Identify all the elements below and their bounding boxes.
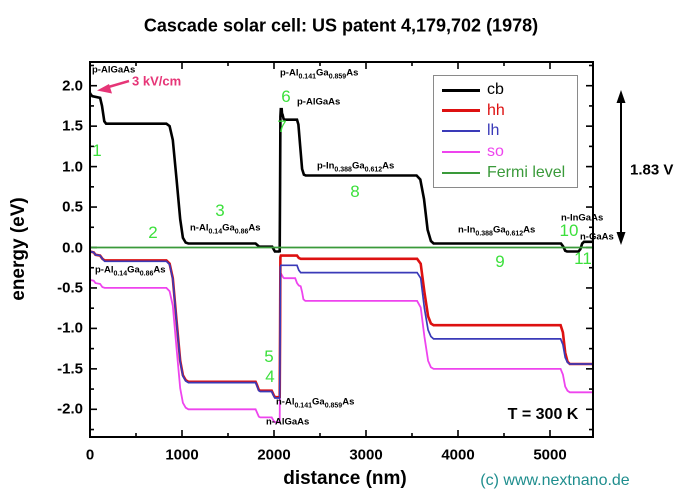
legend-item-lh: lh: [434, 121, 577, 141]
copyright-watermark: (c) www.nextnano.de: [480, 472, 630, 489]
region-number-1: 1: [92, 141, 102, 160]
region-number-8: 8: [350, 182, 360, 201]
legend-line-lh: [442, 130, 480, 133]
region-number-7: 7: [277, 117, 287, 136]
axis-ticks: [89, 62, 593, 437]
legend-item-so: so: [434, 142, 577, 162]
y-tick-label: 2.0: [62, 77, 83, 95]
region-number-10: 10: [559, 221, 579, 240]
y-tick-label: 1.0: [62, 158, 83, 176]
region-number-9: 9: [495, 252, 505, 271]
y-tick-label: -2.0: [57, 400, 83, 418]
x-tick-label: 5000: [533, 446, 567, 464]
legend-item-hh: hh: [434, 101, 577, 121]
legend-item-cb: cb: [434, 80, 577, 100]
legend-label-fermi: Fermi level: [487, 163, 566, 181]
material-label: p-Al0.141Ga0.859As: [280, 67, 359, 81]
material-label: n-InGaAs: [561, 212, 604, 224]
region-number-3: 3: [215, 201, 225, 220]
material-label: n-AlGaAs: [266, 416, 310, 428]
y-tick-label: 0.0: [62, 239, 83, 256]
x-tick-label: 1000: [165, 446, 199, 464]
material-label: n-Al0.141Ga0.859As: [276, 396, 355, 410]
x-tick-label: 0: [85, 446, 95, 464]
material-label: n-In0.388Ga0.612As: [458, 224, 536, 238]
material-label: p-In0.388Ga0.612As: [317, 160, 395, 174]
legend-line-fermi: [442, 171, 480, 174]
y-tick-label: 0.5: [62, 198, 83, 216]
temperature-label: T = 300 K: [507, 406, 579, 423]
x-axis-label: distance (nm): [283, 468, 407, 489]
series-lh: [90, 250, 593, 400]
band-curves: [90, 92, 593, 424]
x-tick-label: 4000: [441, 446, 475, 464]
y-tick-label: -0.5: [57, 279, 83, 297]
material-label: p-AlGaAs: [297, 96, 341, 108]
y-tick-label: -1.5: [57, 360, 83, 378]
electric-field-label: 3 kV/cm: [132, 73, 182, 89]
series-cb: [90, 92, 593, 253]
legend-item-fermi: Fermi level: [434, 163, 577, 183]
voltage-arrow: [616, 90, 626, 245]
legend-line-cb: [442, 88, 480, 92]
material-label: p-AlGaAs: [92, 64, 136, 76]
voltage-label: 1.83 V: [630, 161, 674, 179]
region-number-6: 6: [281, 87, 291, 106]
material-label: n-GaAs: [580, 231, 614, 243]
legend-line-hh: [442, 109, 480, 113]
material-label: n-Al0.14Ga0.86As: [190, 222, 261, 236]
material-label: p-Al0.14Ga0.86As: [95, 264, 166, 278]
x-tick-label: 2000: [257, 446, 291, 464]
field-arrow: [97, 79, 130, 94]
x-tick-label: 3000: [349, 446, 383, 464]
legend-line-so: [442, 151, 480, 154]
chart-title: Cascade solar cell: US patent 4,179,702 …: [143, 15, 539, 36]
legend-label-lh: lh: [487, 122, 500, 140]
plot-frame: [89, 61, 594, 438]
y-tick-label: -1.0: [57, 319, 83, 337]
y-tick-label: 1.5: [62, 117, 83, 135]
region-number-4: 4: [265, 367, 275, 386]
legend-label-so: so: [487, 143, 504, 161]
legend: cb hh lh so Fermi level: [433, 75, 578, 188]
region-number-5: 5: [264, 347, 274, 366]
y-axis-label: energy (eV): [8, 197, 29, 301]
legend-label-hh: hh: [487, 101, 505, 119]
region-number-2: 2: [148, 223, 158, 242]
legend-label-cb: cb: [487, 81, 504, 99]
region-number-11: 11: [574, 249, 592, 268]
